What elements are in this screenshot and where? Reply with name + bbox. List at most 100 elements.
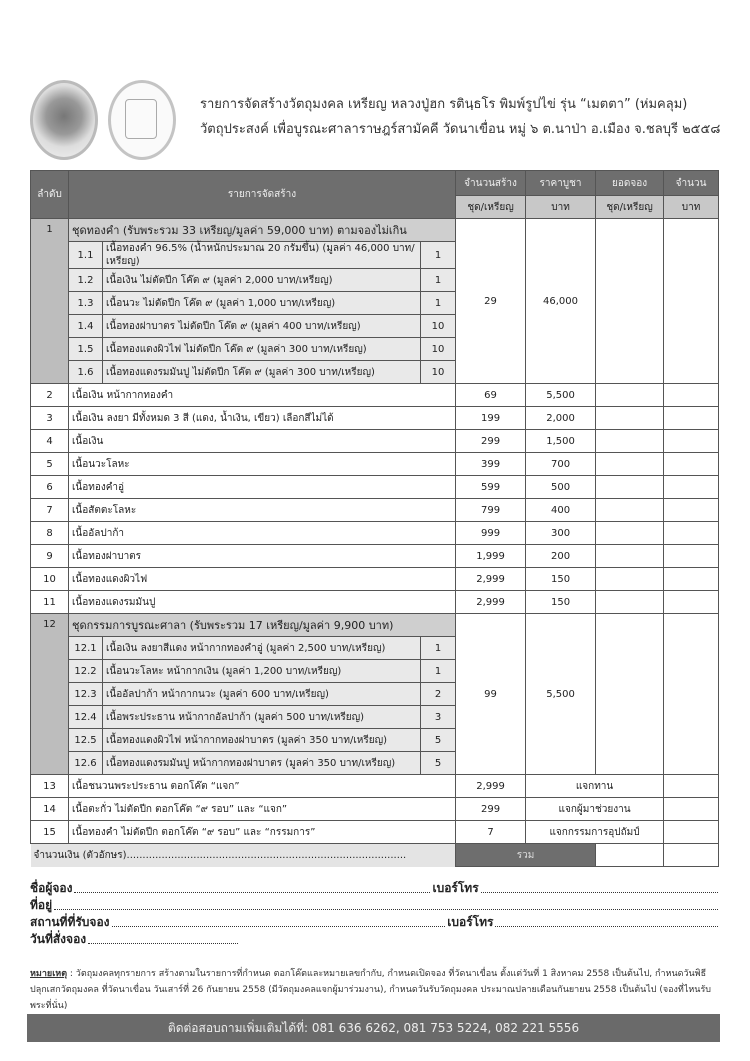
item-description: เนื้อเงิน หน้ากากทองคำ [67,383,457,407]
row-number: 4 [30,429,69,453]
sub-description: เนื้อเงิน ลงยาสีแดง หน้ากากทองคำอู่ (มูล… [102,636,421,660]
booked-cell[interactable] [595,590,665,614]
qty-cell: 1,999 [455,544,527,568]
contact-bar: ติดต่อสอบถามเพิ่มเติมได้ที่: 081 636 626… [27,1014,720,1042]
document-title: รายการจัดสร้างวัตถุมงคล เหรียญ หลวงปู่ฮก… [200,92,725,142]
booked-cell[interactable] [595,521,665,545]
row-number: 2 [30,383,69,407]
booked-cell[interactable] [595,544,665,568]
medal-images [30,80,180,160]
sub-number: 1.2 [68,268,103,292]
name-field[interactable] [74,880,431,893]
total-row: จำนวนเงิน (ตัวอักษร)....................… [30,843,720,867]
amount-cell[interactable] [663,475,720,499]
sub-description: เนื้ออัลปาก้า หน้ากากนวะ (มูลค่า 600 บาท… [102,682,421,706]
amount-cell[interactable] [663,383,720,407]
row-number: 1 [30,218,69,384]
booked-cell[interactable] [595,498,665,522]
table-sub-row: 12.3 เนื้ออัลปาก้า หน้ากากนวะ (มูลค่า 600… [31,682,719,706]
qty-cell: 999 [455,521,527,545]
amount-cell[interactable] [663,613,720,775]
sub-quantity: 5 [419,728,457,752]
amount-cell[interactable] [663,429,720,453]
sub-description: เนื้อนวะโลหะ หน้ากากเงิน (มูลค่า 1,200 บ… [102,659,421,683]
header-amount: จำนวน [663,170,720,196]
sub-description: เนื้อทองแดงรมมันปู หน้ากากทองฝาบาตร (มูล… [102,751,421,775]
unit-qty: ชุด/เหรียญ [455,195,527,219]
price-cell: 5,500 [525,383,597,407]
booked-cell[interactable] [595,452,665,476]
amount-cell[interactable] [663,797,720,821]
table-sub-row: 1.5 เนื้อทองแดงผิวไฟ ไม่ตัดปีก โค๊ต ๙ (มู… [31,337,719,361]
row-number: 9 [30,544,69,568]
price-cell: 150 [525,567,597,591]
item-description: เนื้อทองคำอู่ [67,475,457,499]
sub-number: 1.5 [68,337,103,361]
phone2-field[interactable] [495,914,718,927]
qty-cell: 199 [455,406,527,430]
table-row: 3 เนื้อเงิน ลงยา มีทั้งหมด 3 สี (แดง, น้ำ… [30,406,720,430]
price-cell: 150 [525,590,597,614]
phone2-label: เบอร์โทร [447,915,494,929]
sub-quantity: 5 [419,751,457,775]
address-label: ที่อยู่ [30,898,53,912]
address-field[interactable] [54,897,718,910]
amount-cell[interactable] [663,820,720,844]
amount-cell[interactable] [663,498,720,522]
amount-cell[interactable] [663,590,720,614]
qty-cell: 299 [455,797,527,821]
amount-cell[interactable] [663,406,720,430]
sub-number: 12.3 [68,682,103,706]
row-number: 7 [30,498,69,522]
amount-cell[interactable] [663,218,720,384]
medal-back-image [108,80,176,160]
amount-cell[interactable] [663,452,720,476]
unit-amount: บาท [663,195,720,219]
distribution-note: แจกทาน [525,774,665,798]
price-cell: 200 [525,544,597,568]
table-sub-row: 1.6 เนื้อทองแดงรมมันปู ไม่ตัดปีก โค๊ต ๙ (… [31,360,719,384]
booked-cell[interactable] [595,383,665,407]
sub-quantity: 3 [419,705,457,729]
booked-cell[interactable] [595,475,665,499]
total-booked-cell[interactable] [595,843,665,867]
sub-description: เนื้อทองแดงผิวไฟ ไม่ตัดปีก โค๊ต ๙ (มูลค่… [102,337,421,361]
header-booked: ยอดจอง [595,170,665,196]
table-sub-row: 1.1 เนื้อทองคำ 96.5% (น้ำหนักประมาณ 20 กร… [31,241,719,269]
header-price: ราคาบูชา [525,170,597,196]
unit-price: บาท [525,195,597,219]
table-sub-row: 12.5 เนื้อทองแดงผิวไฟ หน้ากากทองฝาบาตร (ม… [31,728,719,752]
booked-cell[interactable] [595,429,665,453]
booked-cell[interactable] [595,406,665,430]
phone-field[interactable] [480,880,718,893]
date-field[interactable] [88,931,239,944]
row-number: 8 [30,521,69,545]
booked-cell[interactable] [595,218,665,384]
sub-number: 12.1 [68,636,103,660]
booked-cell[interactable] [595,613,665,775]
sub-quantity: 1 [419,241,457,269]
sub-description: เนื้อทองแดงผิวไฟ หน้ากากทองฝาบาตร (มูลค่… [102,728,421,752]
table-row: 14 เนื้อตะกั่ว ไม่ตัดปีก ตอกโค๊ต “๙ รอบ” … [30,797,720,821]
total-amount-cell[interactable] [663,843,720,867]
price-cell: 300 [525,521,597,545]
item-description: เนื้อทองแดงผิวไฟ [67,567,457,591]
place-label: สถานที่ที่รับจอง [30,915,110,929]
sub-quantity: 1 [419,268,457,292]
table-sub-row: 1.3 เนื้อนวะ ไม่ตัดปีก โค๊ต ๙ (มูลค่า 1,0… [31,291,719,315]
price-cell: 5,500 [525,613,597,775]
sub-quantity: 1 [419,636,457,660]
amount-cell[interactable] [663,544,720,568]
sub-number: 1.1 [68,241,103,269]
amount-cell[interactable] [663,774,720,798]
item-description: เนื้อเงิน ลงยา มีทั้งหมด 3 สี (แดง, น้ำเ… [67,406,457,430]
table-sub-row: 12.4 เนื้อพระประธาน หน้ากากอัลปาก้า (มูลค… [31,705,719,729]
amount-cell[interactable] [663,521,720,545]
table-row: 10 เนื้อทองแดงผิวไฟ 2,999 150 [30,567,720,591]
place-field[interactable] [111,914,446,927]
qty-cell: 799 [455,498,527,522]
booked-cell[interactable] [595,567,665,591]
header-qty: จำนวนสร้าง [455,170,527,196]
table-row: 7 เนื้อสัตตะโลหะ 799 400 [30,498,720,522]
amount-cell[interactable] [663,567,720,591]
